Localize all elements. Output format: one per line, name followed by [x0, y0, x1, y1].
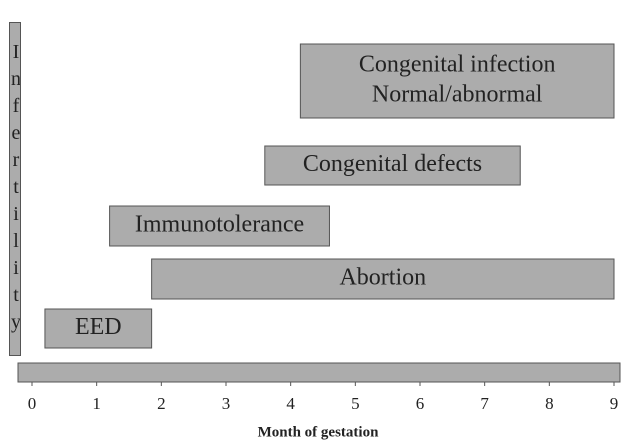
- bar-label: Immunotolerance: [135, 212, 304, 238]
- x-tick-label: 6: [416, 394, 425, 413]
- bar: [44, 308, 153, 349]
- x-tick-label: 4: [286, 394, 295, 413]
- bar-label: EED: [75, 314, 122, 340]
- axis-bar: [17, 362, 621, 383]
- bar: [109, 205, 330, 247]
- x-tick-label: 1: [92, 394, 101, 413]
- bar: [151, 258, 615, 300]
- x-tick-label: 5: [351, 394, 360, 413]
- bar-label: Normal/abnormal: [372, 82, 543, 108]
- x-tick-label: 2: [157, 394, 166, 413]
- x-tick-label: 9: [610, 394, 619, 413]
- bar: [299, 43, 615, 119]
- bar-label: Abortion: [339, 265, 426, 291]
- x-axis-title: Month of gestation: [258, 424, 379, 440]
- bar: [264, 145, 521, 186]
- bar-label: Congenital infection: [359, 52, 556, 78]
- x-tick-label: 0: [28, 394, 37, 413]
- x-tick-label: 8: [545, 394, 554, 413]
- bar-label: Congenital defects: [303, 151, 482, 177]
- x-tick-label: 7: [480, 394, 489, 413]
- side-label: Infertility: [9, 22, 21, 356]
- x-tick-label: 3: [222, 394, 231, 413]
